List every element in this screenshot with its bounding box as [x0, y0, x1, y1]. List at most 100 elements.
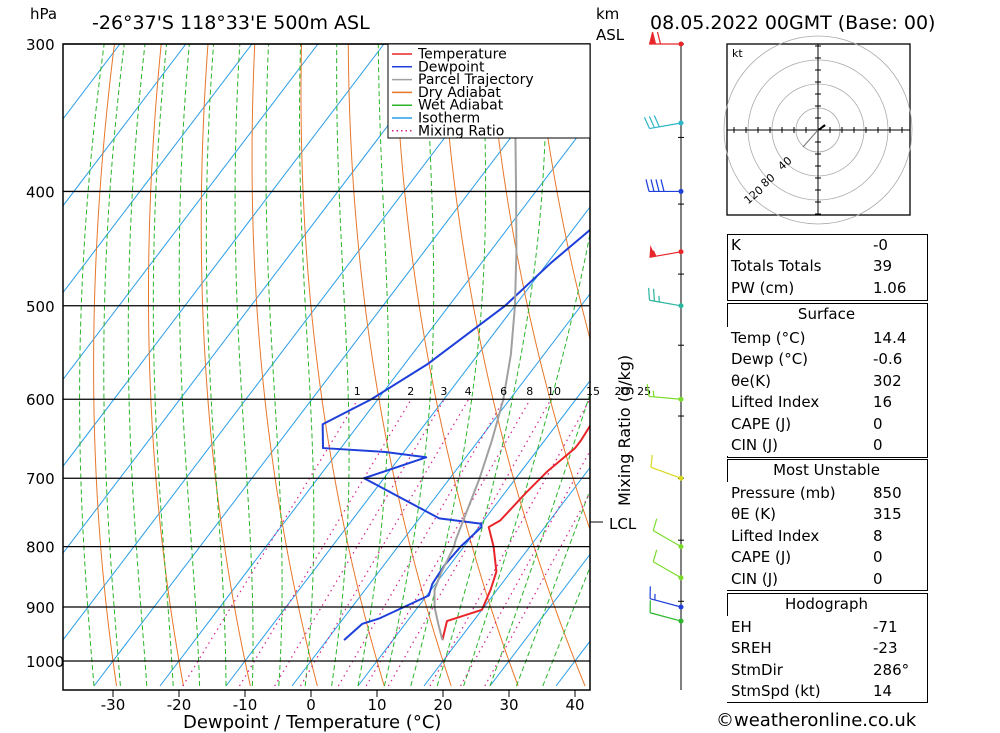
- index-label: PW (cm): [731, 278, 795, 297]
- temperature-line: [441, 424, 590, 641]
- index-label: CIN (J): [731, 569, 779, 588]
- wind-barb-shaft: [649, 395, 682, 400]
- asl-label: ASL: [596, 26, 625, 44]
- temp-tick: -30: [101, 696, 126, 714]
- pressure-tick: 900: [26, 599, 55, 617]
- index-value: 302: [873, 371, 902, 390]
- wind-barb-feather: [652, 549, 658, 562]
- wet-adiabat-line: [463, 231, 590, 687]
- index-row: CAPE (J) 0: [727, 547, 925, 569]
- wind-barb-half-feather: [652, 390, 655, 397]
- background-lines: [0, 44, 590, 687]
- wet-adiabat-line: [436, 44, 547, 687]
- index-row: SREH -23: [727, 638, 925, 660]
- index-row: Dewp (°C) -0.6: [727, 349, 925, 371]
- wet-adiabat-line: [234, 44, 254, 687]
- wind-barb-shaft: [650, 466, 682, 479]
- index-row: θE (K) 315: [727, 504, 925, 526]
- mixing-ratio-tick: 1: [354, 385, 361, 398]
- index-value: 39: [873, 257, 893, 276]
- mixing-ratio-tick: 20: [614, 385, 628, 398]
- series-layer: [321, 44, 590, 641]
- wind-barb-feather: [650, 454, 653, 468]
- wind-barb: [649, 31, 684, 47]
- wind-barbs: [643, 31, 684, 624]
- wet-adiabat-line: [331, 44, 350, 687]
- pressure-tick: 1000: [26, 653, 64, 671]
- wind-barb-shaft: [649, 122, 682, 130]
- index-label: Lifted Index: [731, 393, 820, 412]
- index-row: StmSpd (kt) 14: [727, 681, 925, 703]
- wind-barb-shaft: [652, 530, 682, 548]
- temp-tick: 0: [306, 696, 316, 714]
- index-label: CIN (J): [731, 436, 779, 455]
- datetime-title: 08.05.2022 00GMT (Base: 00): [650, 12, 935, 34]
- index-row: EH -71: [727, 616, 925, 638]
- x-axis-label: Dewpoint / Temperature (°C): [183, 712, 441, 733]
- isotherm-line: [489, 553, 590, 687]
- dry-adiabat-line: [147, 44, 184, 687]
- wind-barb-feather: [652, 288, 656, 302]
- wind-barb-feather: [652, 518, 658, 531]
- mixing-ratio-line: [460, 449, 590, 687]
- index-label: Dewp (°C): [731, 350, 809, 369]
- indices-basic-box: [727, 234, 928, 301]
- location-title: -26°37'S 118°33'E 500m ASL: [92, 12, 370, 34]
- wind-barb: [643, 115, 684, 130]
- wet-adiabat-line: [265, 44, 283, 687]
- isotherm-line: [159, 119, 590, 687]
- legend-label: Isotherm: [418, 111, 480, 127]
- lcl-label: LCL: [609, 515, 637, 533]
- index-value: 14: [873, 682, 893, 701]
- wind-barb-flag: [649, 32, 655, 44]
- index-row: θe(K) 302: [727, 370, 925, 392]
- index-row: Lifted Index 16: [727, 392, 925, 414]
- index-row: Lifted Index 8: [727, 525, 925, 547]
- index-value: 850: [873, 483, 902, 502]
- mixing-ratio-line: [337, 398, 505, 687]
- isotherm-line: [63, 44, 121, 120]
- wet-adiabat-line: [103, 44, 125, 687]
- mixing-ratio-tick: 8: [526, 385, 533, 398]
- isotherm-line: [63, 44, 319, 381]
- mixing-ratio-line: [365, 398, 531, 687]
- isotherm-line: [225, 206, 590, 687]
- isotherm-line: [63, 44, 517, 641]
- footer-copyright[interactable]: ©weatheronline.co.uk: [716, 710, 917, 731]
- isotherm-line: [63, 44, 385, 468]
- isotherm-line: [63, 44, 187, 207]
- mixing-ratio-tick: 2: [407, 385, 414, 398]
- pressure-tick: 400: [26, 183, 55, 201]
- hpa-label: hPa: [30, 5, 57, 23]
- mixing-ratio-tick: 3: [440, 385, 447, 398]
- wind-barb-shaft: [652, 561, 682, 579]
- wind-barb: [652, 518, 684, 550]
- plot-frame: [62, 43, 591, 691]
- mixing-ratio-line: [274, 398, 445, 687]
- temp-tick: 10: [367, 696, 386, 714]
- km-label: km: [596, 5, 619, 23]
- dry-adiabat-line: [534, 44, 590, 341]
- temp-tick: -20: [167, 696, 192, 714]
- index-value: 1.06: [873, 278, 907, 297]
- wet-adiabat-line: [79, 44, 105, 687]
- temp-tick: 30: [499, 696, 518, 714]
- wind-barb: [649, 245, 684, 258]
- dry-adiabat-line: [93, 44, 118, 687]
- dry-adiabat-line: [347, 44, 452, 687]
- index-label: K: [731, 235, 741, 254]
- index-row: Pressure (mb) 850: [727, 482, 925, 504]
- wet-adiabat-line: [205, 44, 227, 687]
- legend-label: Temperature: [417, 47, 507, 63]
- index-label: CAPE (J): [731, 548, 792, 567]
- index-row: CIN (J) 0: [727, 568, 925, 590]
- isotherm-line: [0, 44, 54, 686]
- index-row: CIN (J) 0: [727, 435, 925, 457]
- wind-barb: [646, 384, 684, 402]
- wet-adiabat-line: [489, 392, 590, 687]
- surface-title: Surface: [797, 305, 856, 323]
- mixing-ratio-tick: 4: [465, 385, 472, 398]
- isotherm-line: [63, 44, 451, 554]
- legend-label: Mixing Ratio: [418, 123, 504, 139]
